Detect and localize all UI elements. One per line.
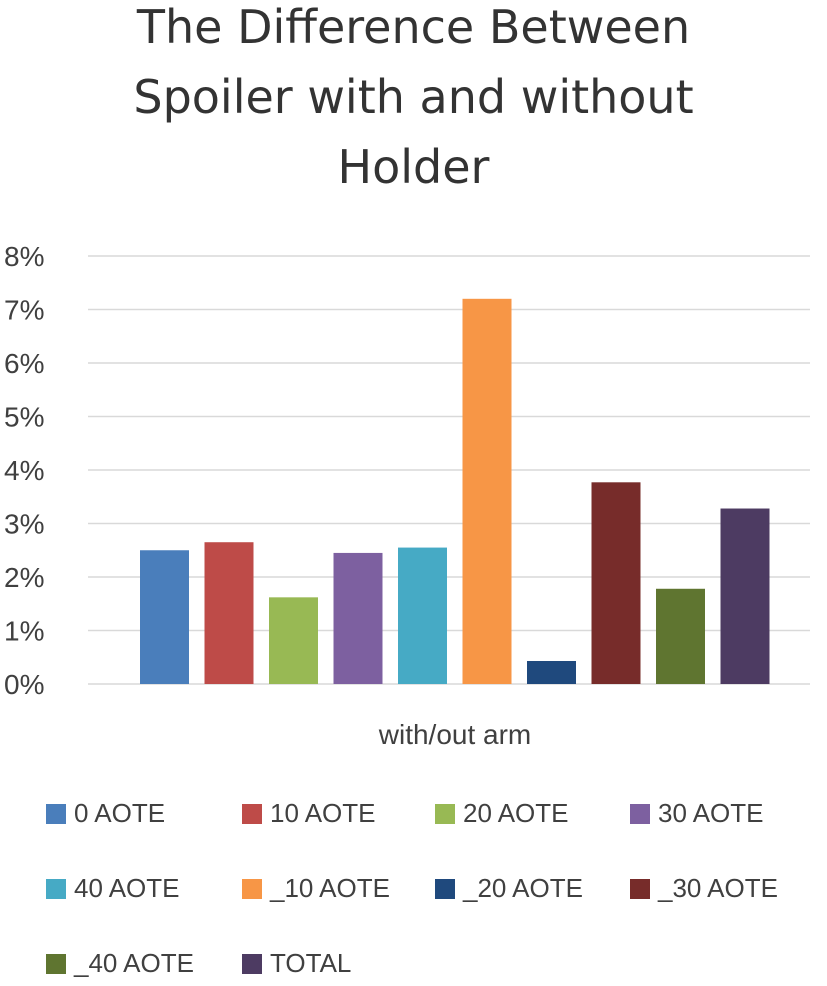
bar: [398, 547, 447, 684]
legend-label: _10 AOTE: [270, 873, 390, 903]
y-tick-label: 0%: [4, 669, 44, 700]
bar: [656, 588, 705, 684]
legend-item: _20 AOTE: [435, 873, 583, 904]
legend-swatch: [435, 803, 455, 824]
legend-item: 40 AOTE: [46, 873, 180, 904]
bar: [204, 542, 254, 684]
legend-label: _30 AOTE: [658, 873, 778, 903]
bar: [462, 298, 512, 684]
bar: [527, 660, 576, 684]
legend-item: 10 AOTE: [242, 798, 376, 829]
y-tick-label: 4%: [4, 455, 44, 486]
y-tick-label: 6%: [4, 348, 44, 379]
legend-label: 0 AOTE: [74, 798, 166, 828]
legend-swatch: [46, 953, 66, 974]
legend-swatch: [242, 803, 262, 824]
plot-area: 0% 1% 2% 3% 4% 5% 6% 7% 8% with/out arm: [4, 241, 810, 750]
legend-swatch: [630, 878, 650, 899]
legend-item: _40 AOTE: [46, 948, 194, 979]
legend-swatch: [46, 878, 66, 899]
legend-swatch: [46, 803, 66, 824]
legend-swatch: [242, 953, 262, 974]
legend-swatch: [630, 803, 650, 824]
legend-item: 20 AOTE: [435, 798, 569, 829]
chart-title-line-2: Spoiler with and without: [133, 70, 694, 124]
legend-swatch: [435, 878, 455, 899]
legend-label: _40 AOTE: [74, 948, 194, 978]
legend-label: 10 AOTE: [270, 798, 376, 828]
legend-label: 30 AOTE: [658, 798, 764, 828]
legend-label: _20 AOTE: [463, 873, 583, 903]
legend-label: TOTAL: [270, 948, 352, 978]
legend-item: TOTAL: [242, 948, 351, 979]
legend-item: _10 AOTE: [242, 873, 390, 904]
y-tick-label: 2%: [4, 562, 44, 593]
legend-item: 30 AOTE: [630, 798, 764, 829]
bar: [591, 482, 641, 684]
legend-label: 40 AOTE: [74, 873, 180, 903]
legend-label: 20 AOTE: [463, 798, 569, 828]
legend-swatch: [242, 878, 262, 899]
y-tick-label: 1%: [4, 616, 44, 647]
y-tick-label: 7%: [4, 295, 44, 326]
y-tick-label: 3%: [4, 509, 44, 540]
legend-item: _30 AOTE: [630, 873, 778, 904]
chart-title-line-1: The Difference Between: [136, 0, 691, 54]
bar: [140, 550, 189, 684]
y-tick-label: 8%: [4, 241, 44, 272]
legend-item: 0 AOTE: [46, 798, 165, 829]
bar: [269, 597, 318, 684]
chart-title-line-3: Holder: [337, 140, 490, 194]
bar: [720, 508, 770, 684]
x-axis-label: with/out arm: [378, 719, 532, 750]
bar: [333, 552, 383, 684]
y-tick-label: 5%: [4, 402, 44, 433]
